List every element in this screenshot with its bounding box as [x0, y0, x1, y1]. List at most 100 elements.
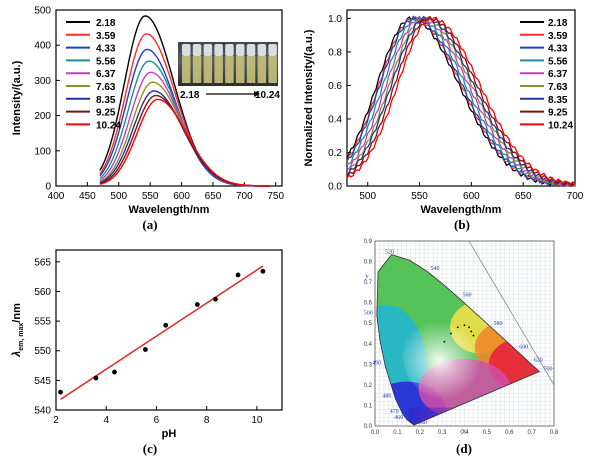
d-y-tick-label: 0.9	[364, 239, 373, 245]
panel-d: 0.0 0.1 0.2 0.3 0.4 0.5 0.6 0.7 0.8 0.0 0.1 0.2 0.3 0…	[364, 239, 559, 436]
b-series-line-7.63	[346, 15, 576, 187]
d-chromaticity-point	[456, 326, 459, 329]
b-y-tick-label: 0.4	[328, 114, 342, 125]
d-spectral-locus	[376, 254, 541, 426]
d-wavelength-label: 460	[394, 415, 403, 421]
a-inset-vial-liquid	[268, 56, 277, 83]
b-legend-label: 5.56	[548, 56, 568, 67]
a-inset-vial-cap	[246, 44, 256, 56]
a-inset-vial-liquid	[225, 56, 234, 83]
c-data-point	[194, 302, 200, 307]
b-y-tick-label: 0.2	[328, 148, 342, 159]
caption-a: (a)	[142, 217, 157, 232]
d-chromaticity-point	[443, 340, 446, 343]
d-wavelength-label: 470	[390, 409, 399, 415]
c-x-tick-label: 8	[204, 415, 210, 426]
caption-d: (d)	[456, 441, 472, 456]
b-y-tick-label: 1.0	[328, 14, 342, 25]
d-x-tick-label: 0.8	[550, 430, 559, 436]
c-data-point	[163, 322, 169, 328]
d-wavelength-label: 490	[372, 360, 381, 366]
c-axes-frame	[55, 249, 283, 411]
a-y-axis-title: Intensity/(a.u.)	[11, 60, 23, 135]
b-legend-label: 2.18	[548, 18, 568, 29]
a-inset-vial-cap	[182, 44, 191, 56]
a-y-tick-label: 400	[34, 41, 51, 52]
c-data-point	[58, 389, 63, 395]
d-y-tick-label: 0.6	[364, 301, 373, 307]
b-series-line-9.25	[346, 15, 575, 187]
a-series-line-10.24	[99, 98, 270, 187]
a-inset-vial-liquid	[182, 56, 191, 83]
a-inset-arrowhead	[254, 91, 260, 97]
c-x-tick-label: 2	[53, 415, 59, 426]
a-y-tick-label: 300	[34, 76, 51, 87]
a-inset-vial-liquid	[192, 56, 202, 83]
d-y-tick-label: 0.2	[364, 383, 373, 389]
d-x-tick-label: 0.4	[460, 430, 469, 436]
d-wavelength-label: 580	[494, 321, 503, 327]
c-x-tick-label: 4	[103, 415, 109, 426]
d-wavelength-label: 560	[462, 293, 471, 299]
d-x-tick-label: 0.3	[438, 430, 447, 436]
b-x-tick-label: 700	[567, 191, 584, 202]
a-inset-vial-cap	[225, 44, 234, 56]
c-fit-line	[60, 265, 264, 400]
b-legend-label: 10.24	[548, 120, 573, 131]
a-inset-vial-liquid	[246, 56, 256, 83]
a-legend-label: 9.25	[96, 108, 116, 119]
b-x-tick-label: 550	[411, 191, 428, 202]
b-y-tick-label: 0.8	[328, 47, 342, 58]
d-x-tick-label: 0.0	[371, 430, 380, 436]
a-y-tick-label: 500	[34, 6, 51, 17]
a-legend-label: 6.37	[96, 69, 116, 80]
d-y-tick-label: 0.3	[364, 362, 373, 368]
a-axes-frame	[55, 9, 283, 187]
a-inset-vial-cap	[214, 44, 223, 56]
a-x-tick-label: 550	[142, 191, 159, 202]
b-series-line-2.18	[346, 16, 576, 187]
c-y-tick-label: 540	[34, 406, 51, 417]
b-series-line-3.59	[346, 16, 576, 187]
b-y-axis-title: Normalized Intensity/(a.u.)	[303, 29, 315, 166]
b-axes-frame	[346, 9, 576, 187]
b-y-tick-label: 0.6	[328, 81, 342, 92]
a-inset-vial-cap	[192, 44, 202, 56]
d-y-tick-label: 0.0	[364, 424, 373, 430]
d-axes-frame	[374, 240, 555, 427]
b-series-line-8.35	[346, 15, 576, 187]
a-inset-vial-cap	[268, 44, 277, 56]
a-inset-vial-cap	[236, 44, 245, 56]
c-x-tick-label: 6	[154, 415, 160, 426]
panel-c: 2 4 6 8 10 540 545 550 555 560 565 pH λem, max/nm	[11, 249, 283, 440]
c-y-tick-label: 565	[34, 257, 51, 268]
b-x-tick-label: 500	[359, 191, 376, 202]
d-chromaticity-point	[472, 334, 475, 337]
a-inset-vial-liquid	[257, 56, 267, 83]
b-legend-label: 8.35	[548, 95, 568, 106]
panel-b: 500 550 600 650 700 0.0 0.2 0.4 0.6 0.8 1.0 Wavelen…	[303, 9, 584, 216]
d-y-tick-label: 0.4	[364, 342, 373, 348]
d-wavelength-label: 540	[430, 266, 439, 272]
c-y-tick-label: 560	[34, 287, 51, 298]
c-y-axis-title: λem, max/nm	[11, 303, 25, 358]
a-x-tick-label: 400	[48, 191, 65, 202]
c-y-tick-label: 550	[34, 346, 51, 357]
a-x-axis-title: Wavelength/nm	[129, 204, 210, 216]
c-data-point	[213, 296, 218, 302]
a-y-tick-label: 200	[34, 111, 51, 122]
d-y-tick-label: 0.5	[364, 321, 373, 327]
d-wavelength-label: 600	[519, 344, 528, 350]
a-x-tick-label: 750	[267, 191, 284, 202]
c-data-point	[93, 375, 99, 381]
d-x-tick-label: 0.1	[393, 430, 402, 436]
a-inset-vial-liquid	[203, 56, 213, 83]
c-data-point	[112, 369, 117, 375]
b-x-tick-label: 600	[463, 191, 480, 202]
c-data-point	[235, 272, 241, 278]
d-wavelength-label: 480	[382, 394, 391, 400]
d-fill-white	[402, 312, 495, 401]
caption-c: (c)	[143, 441, 157, 456]
b-legend-label: 6.37	[548, 69, 568, 80]
